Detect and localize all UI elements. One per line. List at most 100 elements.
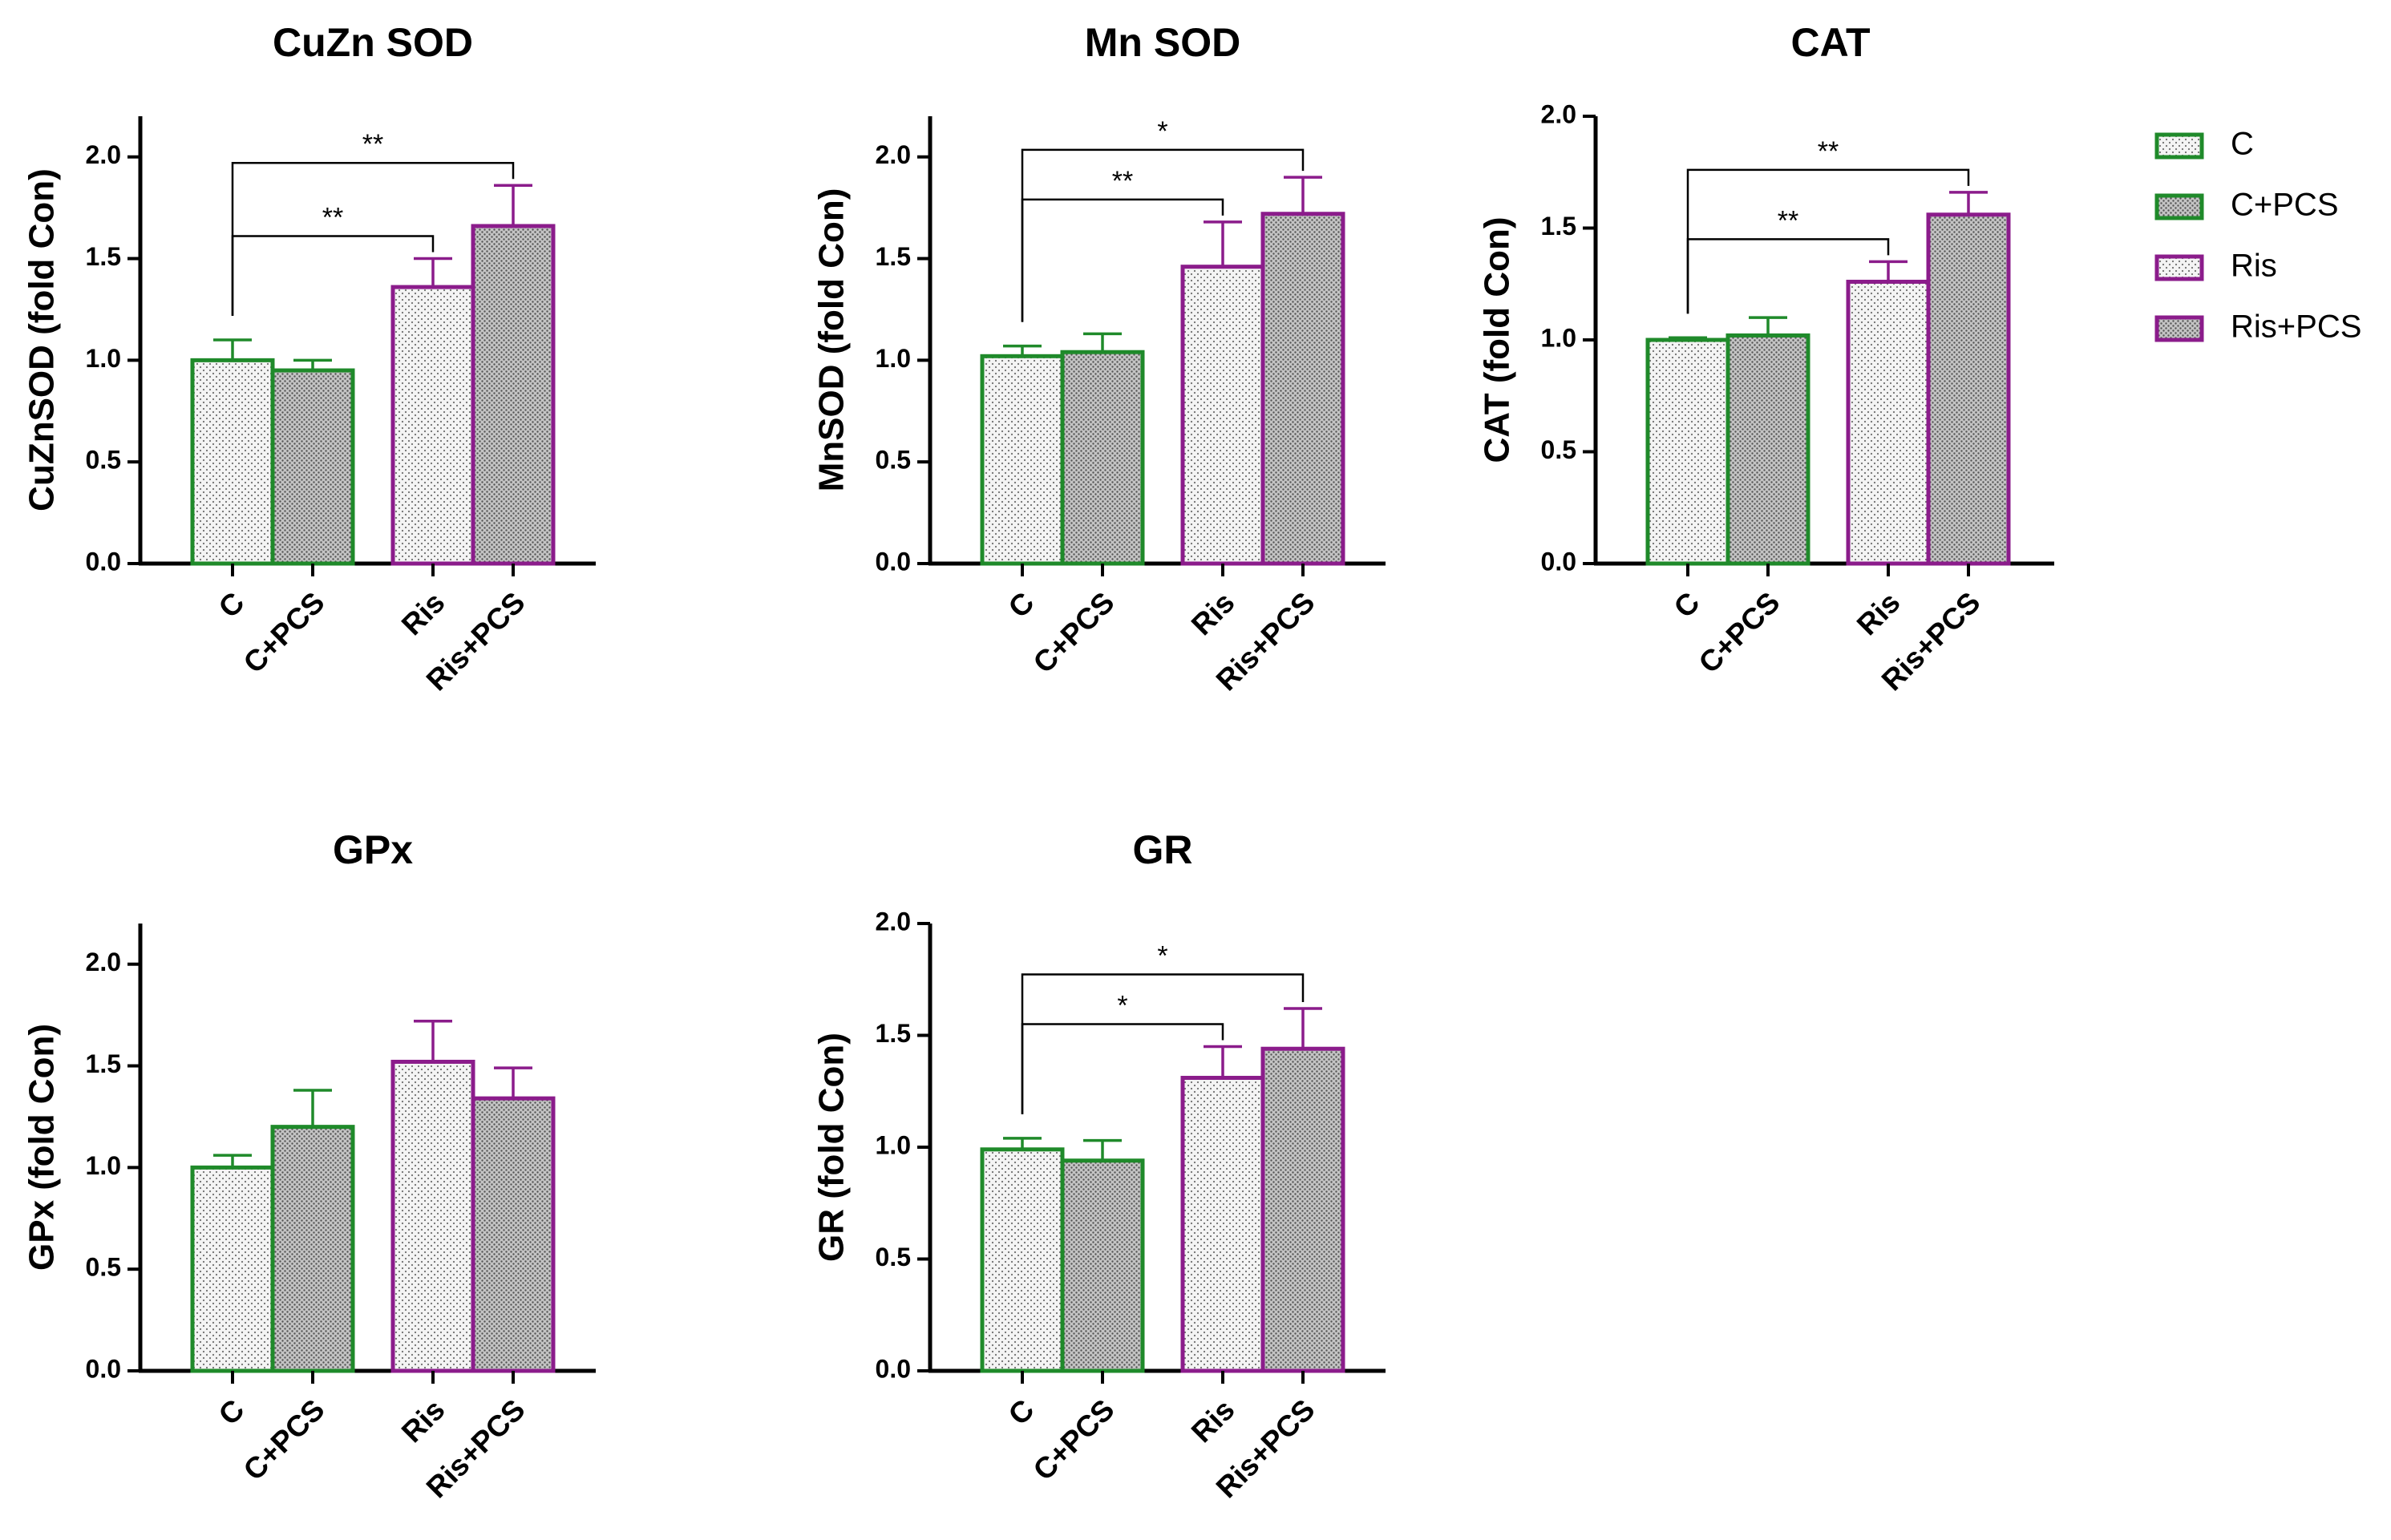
y-tick-label: 1.5 — [876, 1019, 911, 1048]
x-category-label: Ris — [395, 1393, 451, 1449]
y-axis-label: GPx (fold Con) — [22, 1024, 62, 1271]
legend-item-C+PCS: C+PCS — [2154, 188, 2339, 223]
x-category-label: C+PCS — [1693, 586, 1786, 680]
bar-Ris — [1180, 265, 1265, 566]
bar-Ris+PCS — [471, 1096, 556, 1373]
x-category-label: C — [1002, 1393, 1041, 1432]
bracket-line — [231, 161, 515, 316]
y-axis-label: CAT (fold Con) — [1478, 216, 1517, 463]
bracket-line — [1021, 148, 1305, 322]
y-axis-label: GR (fold Con) — [812, 1033, 852, 1262]
legend-label: Ris+PCS — [2231, 309, 2361, 345]
bar-C — [190, 358, 275, 566]
legend-item-Ris: Ris — [2154, 249, 2277, 284]
legend-label: Ris — [2231, 249, 2277, 284]
y-tick-label: 0.0 — [876, 547, 911, 576]
x-category-label: C — [212, 1393, 251, 1432]
bar-Ris+PCS — [471, 224, 556, 566]
legend-swatch — [2154, 132, 2204, 160]
y-tick-label: 1.0 — [86, 1151, 121, 1180]
bar-C+PCS — [1725, 333, 1810, 566]
bracket-line — [1021, 973, 1305, 1114]
x-category-label: C+PCS — [1027, 1393, 1121, 1487]
chart-title: GR — [1133, 827, 1193, 872]
bar-C+PCS — [1060, 350, 1145, 566]
x-category-label: Ris — [1185, 1393, 1241, 1449]
bar-C — [190, 1165, 275, 1373]
x-category-label: Ris — [1185, 586, 1241, 642]
x-category-label: C+PCS — [1027, 586, 1121, 680]
significance-label: ** — [1818, 136, 1839, 167]
significance-bracket: ** — [231, 129, 515, 316]
bar-C — [1645, 338, 1730, 566]
y-tick-label: 1.5 — [1541, 212, 1576, 240]
chart-title: GPx — [333, 827, 413, 872]
y-tick-label: 1.0 — [86, 344, 121, 373]
bracket-line — [1686, 168, 1970, 314]
y-tick-label: 1.5 — [86, 242, 121, 271]
bar-Ris+PCS — [1926, 212, 2011, 566]
y-tick-label: 2.0 — [1541, 99, 1576, 128]
significance-label: ** — [1778, 205, 1798, 236]
y-tick-label: 2.0 — [876, 907, 911, 936]
bar-Ris+PCS — [1260, 212, 1345, 566]
chart-title: CuZn SOD — [273, 20, 473, 65]
bar-C+PCS — [270, 1125, 355, 1373]
y-tick-label: 2.0 — [86, 948, 121, 976]
y-tick-label: 1.5 — [86, 1049, 121, 1078]
y-tick-label: 0.0 — [1541, 547, 1576, 576]
x-category-label: C — [212, 586, 251, 624]
significance-label: * — [1157, 940, 1167, 971]
significance-bracket: * — [1021, 116, 1305, 322]
y-axis-label: MnSOD (fold Con) — [812, 188, 852, 492]
y-tick-label: 0.5 — [86, 1253, 121, 1282]
y-tick-label: 0.5 — [1541, 435, 1576, 464]
chart-title: Mn SOD — [1085, 20, 1240, 65]
x-category-label: Ris — [395, 586, 451, 642]
y-tick-label: 0.0 — [876, 1354, 911, 1383]
legend-label: C+PCS — [2231, 188, 2339, 223]
bar-Ris — [390, 285, 475, 566]
legend-swatch — [2154, 315, 2204, 342]
bar-C — [980, 1147, 1065, 1373]
legend-swatch — [2154, 193, 2204, 220]
bar-C+PCS — [1060, 1158, 1145, 1373]
significance-label: ** — [322, 203, 343, 233]
y-tick-label: 0.5 — [86, 446, 121, 475]
chart-mnsod: Mn SOD MnSOD (fold Con) 0.0 0.5 1.0 1.5 2.0 CC+… — [812, 20, 1386, 697]
significance-bracket: ** — [1686, 136, 1970, 314]
chart-cat: CAT CAT (fold Con) 0.0 0.5 1.0 1.5 2.0 CC+PCS Ri… — [1478, 20, 2054, 697]
y-tick-label: 0.0 — [86, 547, 121, 576]
bar-Ris — [1846, 279, 1931, 566]
significance-label: * — [1157, 116, 1167, 147]
x-category-label: C+PCS — [237, 1393, 331, 1487]
legend-label: C — [2231, 127, 2254, 162]
bar-Ris — [390, 1059, 475, 1373]
chart-title: CAT — [1790, 20, 1870, 65]
bar-Ris — [1180, 1076, 1265, 1373]
significance-bracket: ** — [231, 203, 435, 316]
y-tick-label: 0.5 — [876, 446, 911, 475]
y-tick-label: 1.0 — [1541, 323, 1576, 352]
significance-label: ** — [1112, 166, 1133, 196]
legend-swatch — [2154, 254, 2204, 281]
x-category-label: C — [1668, 586, 1706, 624]
significance-label: * — [1117, 990, 1127, 1021]
significance-label: ** — [362, 129, 383, 160]
bar-C — [980, 354, 1065, 566]
y-tick-label: 1.0 — [876, 344, 911, 373]
chart-gpx: GPx GPx (fold Con) 0.0 0.5 1.0 1.5 2.0 CC+PCS Ri… — [22, 827, 596, 1504]
x-category-label: C — [1002, 586, 1041, 624]
bar-Ris+PCS — [1260, 1046, 1345, 1373]
charts-layer: CuZn SOD CuZnSOD (fold Con) 0.0 0.5 1.0 1.5 2.… — [22, 20, 2054, 1504]
significance-bracket: * — [1021, 940, 1305, 1114]
legend: C C+PCS Ris Ris+PCS — [2154, 127, 2361, 345]
legend-item-C: C — [2154, 127, 2254, 162]
bar-C+PCS — [270, 368, 355, 566]
x-category-label: C+PCS — [237, 586, 331, 680]
y-tick-label: 2.0 — [86, 140, 121, 169]
y-tick-label: 2.0 — [876, 140, 911, 169]
y-tick-label: 0.5 — [876, 1243, 911, 1271]
